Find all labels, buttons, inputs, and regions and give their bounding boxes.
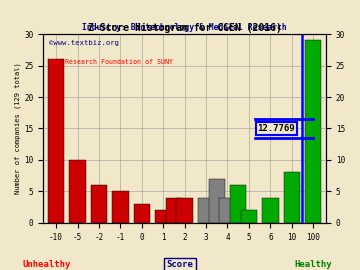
Bar [230,185,246,223]
Bar [91,185,107,223]
Text: Healthy: Healthy [294,260,332,269]
Bar [262,198,279,223]
Y-axis label: Number of companies (129 total): Number of companies (129 total) [15,63,22,194]
Bar [69,160,86,223]
Bar [166,198,182,223]
Text: Unhealthy: Unhealthy [23,260,71,269]
Bar [112,191,129,223]
Text: 12.7769: 12.7769 [257,124,295,133]
Text: ©www.textbiz.org: ©www.textbiz.org [49,40,119,46]
Bar [176,198,193,223]
Bar [134,204,150,223]
Text: Score: Score [167,260,193,269]
Bar [305,40,321,223]
Text: The Research Foundation of SUNY: The Research Foundation of SUNY [49,59,173,65]
Title: Z-Score Histogram for CGEN (2016): Z-Score Histogram for CGEN (2016) [88,23,282,33]
Bar [198,198,214,223]
Bar [155,210,171,223]
Bar [48,59,64,223]
Bar [219,198,236,223]
Text: Industry: Biotechnology & Medical Research: Industry: Biotechnology & Medical Resear… [82,23,287,32]
Bar [241,210,257,223]
Bar [208,179,225,223]
Bar [284,173,300,223]
